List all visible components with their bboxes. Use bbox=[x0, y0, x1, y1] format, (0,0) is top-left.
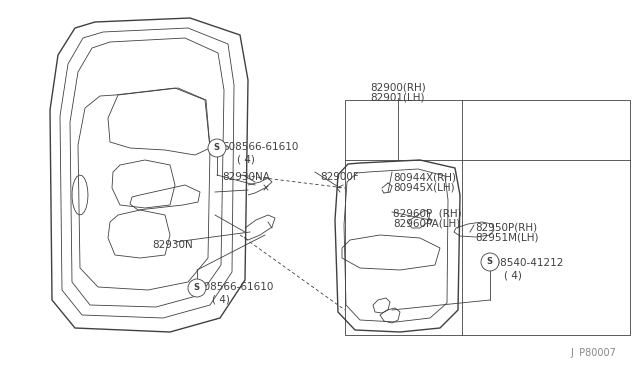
Text: 80944X(RH): 80944X(RH) bbox=[393, 172, 456, 182]
Text: 82900(RH): 82900(RH) bbox=[370, 82, 426, 92]
Text: S: S bbox=[193, 283, 199, 292]
Text: 82930N: 82930N bbox=[152, 240, 193, 250]
Text: 82960PA(LH): 82960PA(LH) bbox=[393, 219, 460, 229]
Text: 82951M(LH): 82951M(LH) bbox=[475, 233, 538, 243]
Text: 80945X(LH): 80945X(LH) bbox=[393, 183, 454, 193]
Bar bbox=[345, 100, 630, 335]
Text: J  P80007: J P80007 bbox=[570, 348, 616, 358]
Text: S: S bbox=[486, 257, 492, 266]
Text: ( 4): ( 4) bbox=[237, 154, 255, 164]
Circle shape bbox=[188, 279, 206, 297]
Text: S08566-61610: S08566-61610 bbox=[222, 142, 298, 152]
Circle shape bbox=[208, 139, 226, 157]
Text: 82900F: 82900F bbox=[320, 172, 359, 182]
Text: 82901(LH): 82901(LH) bbox=[370, 93, 424, 103]
Circle shape bbox=[481, 253, 499, 271]
Text: S08540-41212: S08540-41212 bbox=[487, 258, 563, 268]
Text: 82960P  (RH): 82960P (RH) bbox=[393, 208, 461, 218]
Text: S: S bbox=[213, 144, 219, 153]
Text: 82950P(RH): 82950P(RH) bbox=[475, 222, 537, 232]
Text: ( 4): ( 4) bbox=[504, 270, 522, 280]
Text: 82930NA: 82930NA bbox=[222, 172, 270, 182]
Text: ( 4): ( 4) bbox=[212, 294, 230, 304]
Text: S08566-61610: S08566-61610 bbox=[197, 282, 273, 292]
